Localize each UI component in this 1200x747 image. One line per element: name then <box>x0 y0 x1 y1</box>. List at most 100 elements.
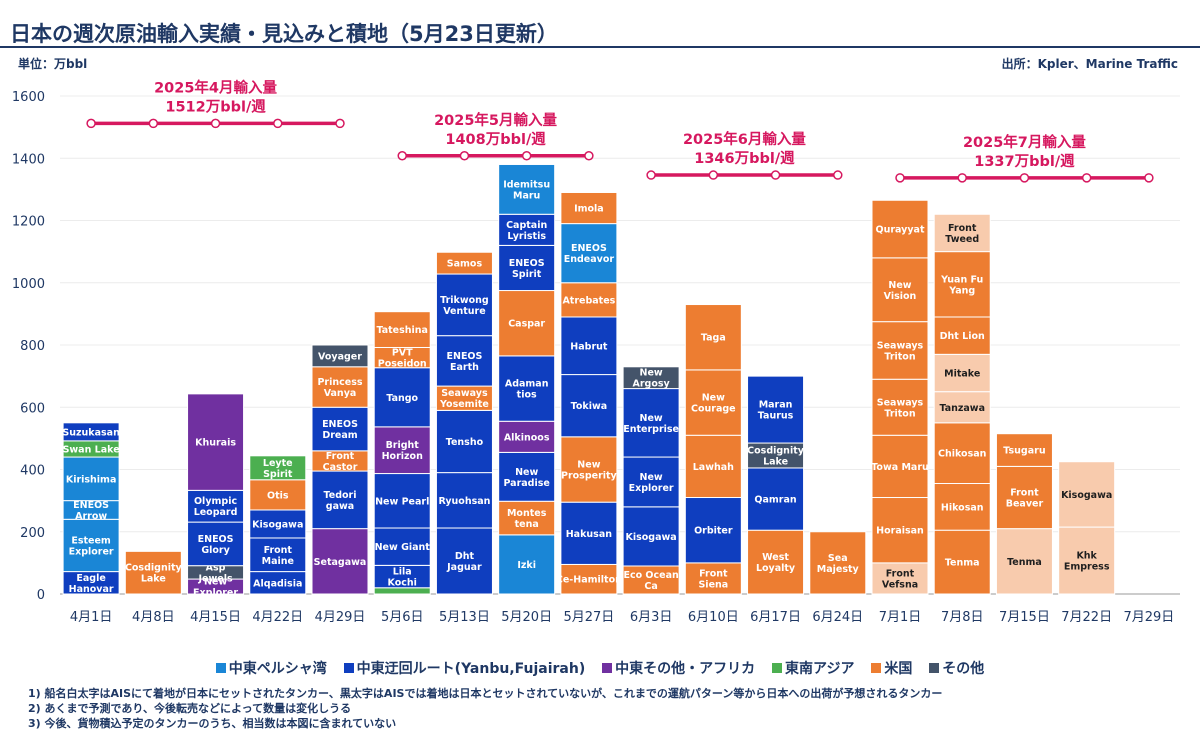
vessel-label: Olympic Leopard <box>194 496 238 518</box>
vessel-label: Horaisan <box>876 526 924 537</box>
bar-segment <box>498 163 556 215</box>
legend-label: 東南アジア <box>785 661 855 677</box>
vessel-label: Swan Lake <box>63 444 120 455</box>
title-divider <box>0 46 1200 48</box>
vessel-label: ENEOS Arrow <box>73 500 109 522</box>
monthly-import-marker <box>397 151 407 161</box>
bar-segment <box>933 353 991 393</box>
vessel-label: Leyte Spirit <box>263 458 293 480</box>
legend-label: その他 <box>942 661 985 677</box>
monthly-import-marker <box>210 118 221 129</box>
y-tick-label: 1400 <box>12 152 45 167</box>
vessel-label: West Loyalty <box>756 552 796 574</box>
bar-segment <box>249 455 307 481</box>
bar-segment <box>373 311 431 348</box>
vessel-label: Caspar <box>508 319 545 330</box>
vessel-label: Setagawa <box>314 557 367 568</box>
x-tick-label: 7月29日 <box>1123 610 1174 625</box>
vessel-label: Alkinoos <box>504 432 550 443</box>
y-tick-label: 1200 <box>12 215 45 230</box>
vessel-label: Atrebates <box>562 295 615 306</box>
vessel-label: PVT Poseidon <box>378 348 427 370</box>
footnote-1: 1) 船名白太字はAISにて着地が日本にセットされたタンカー、黒太字はAISでは… <box>28 687 943 700</box>
footnote-3: 3) 今後、貨物積込予定のタンカーのうち、相当数は本図に含まれていない <box>28 717 397 730</box>
bar-segment <box>933 251 991 318</box>
legend-item-usa: 米国 <box>871 658 912 678</box>
bar-segment <box>560 223 618 284</box>
chart-legend: 中東ペルシャ湾 中東迂回ルート(Yanbu,Fujairah) 中東その他・アフ… <box>0 658 1200 678</box>
bar-segment <box>435 409 493 474</box>
monthly-import-marker <box>833 170 843 180</box>
bar-segment <box>62 422 120 442</box>
y-tick-label: 800 <box>20 339 45 354</box>
vessel-label: Qamran <box>754 495 796 506</box>
legend-swatch <box>772 663 782 673</box>
bar-segment <box>373 587 431 595</box>
bar-segment <box>622 506 680 567</box>
vessel-label: New Prosperity <box>561 460 618 482</box>
bar-segment <box>249 537 307 573</box>
monthly-import-marker <box>584 151 594 161</box>
vessel-label: Tanzawa <box>939 403 985 414</box>
bar-segment <box>435 335 493 387</box>
vessel-label: Sea Majesty <box>817 553 860 575</box>
bar-segment <box>311 470 369 530</box>
vessel-label: Tango <box>386 393 418 404</box>
y-tick-label: 200 <box>20 526 45 541</box>
bar-segment <box>311 344 369 368</box>
vessel-label: Ryuohsan <box>438 496 490 507</box>
vessel-label: Dht Jaguar <box>446 551 482 573</box>
bar-segment <box>871 257 929 323</box>
vessel-label: New Argosy <box>633 368 671 390</box>
vessel-label: Bright Horizon <box>382 440 423 462</box>
monthly-import-marker <box>708 170 719 180</box>
legend-swatch <box>602 663 613 673</box>
bar-segment <box>684 304 742 371</box>
vessel-label: Dht Lion <box>940 331 985 342</box>
x-tick-label: 6月17日 <box>750 610 801 625</box>
legend-label: 米国 <box>884 661 913 677</box>
vessel-label: Seaways Triton <box>877 340 924 362</box>
vessel-label: Idemitsu Maru <box>503 179 550 201</box>
x-tick-label: 4月22日 <box>252 610 303 625</box>
vessel-label: Asp Jewels <box>198 562 233 584</box>
vessel-label: Chikosan <box>938 449 987 460</box>
vessel-label: Cosdignity Lake <box>747 445 805 467</box>
bar-segment <box>871 378 929 436</box>
bar-segment <box>560 316 618 376</box>
vessel-label: Seaways Triton <box>877 397 924 419</box>
vessel-label: Front Beaver <box>1006 488 1044 510</box>
bar-segment <box>995 528 1053 595</box>
legend-label: 中東迂回ルート(Yanbu,Fujairah) <box>356 661 586 677</box>
vessel-label: ENEOS Earth <box>447 351 483 373</box>
bar-segment <box>622 366 680 390</box>
monthly-import-marker <box>895 173 905 183</box>
bar-segment <box>498 451 556 502</box>
vessel-label: ENEOS Endeavor <box>564 243 615 265</box>
legend-swatch <box>929 663 940 673</box>
legend-item-southeast-asia: 東南アジア <box>772 658 854 678</box>
vessel-label: Yuan Fu Yang <box>940 274 983 296</box>
bar-segment <box>435 385 493 411</box>
bar-segment <box>622 388 680 458</box>
vessel-label: Orbiter <box>694 526 733 537</box>
x-tick-label: 6月24日 <box>812 610 863 625</box>
vessel-label: Suzukasan <box>62 427 120 438</box>
vessel-label: Qurayyat <box>876 225 925 236</box>
x-tick-label: 7月1日 <box>879 610 922 625</box>
x-tick-label: 4月1日 <box>70 610 113 625</box>
bar-segment <box>995 433 1053 467</box>
legend-swatch <box>215 663 226 673</box>
bar-segment <box>560 191 618 225</box>
bar-segment <box>684 369 742 436</box>
x-tick-label: 4月29日 <box>315 610 366 625</box>
vessel-label: Montes tena <box>507 508 547 530</box>
y-tick-label: 1000 <box>12 277 45 292</box>
vessel-label: Kisogawa <box>1061 490 1112 501</box>
vessel-label: Kirishima <box>66 474 117 485</box>
bar-segment <box>933 529 991 595</box>
vessel-label: Maran Taurus <box>758 400 794 422</box>
vessel-label: Adaman tios <box>505 379 549 401</box>
bar-segment <box>435 251 493 275</box>
bar-segment <box>560 282 618 318</box>
